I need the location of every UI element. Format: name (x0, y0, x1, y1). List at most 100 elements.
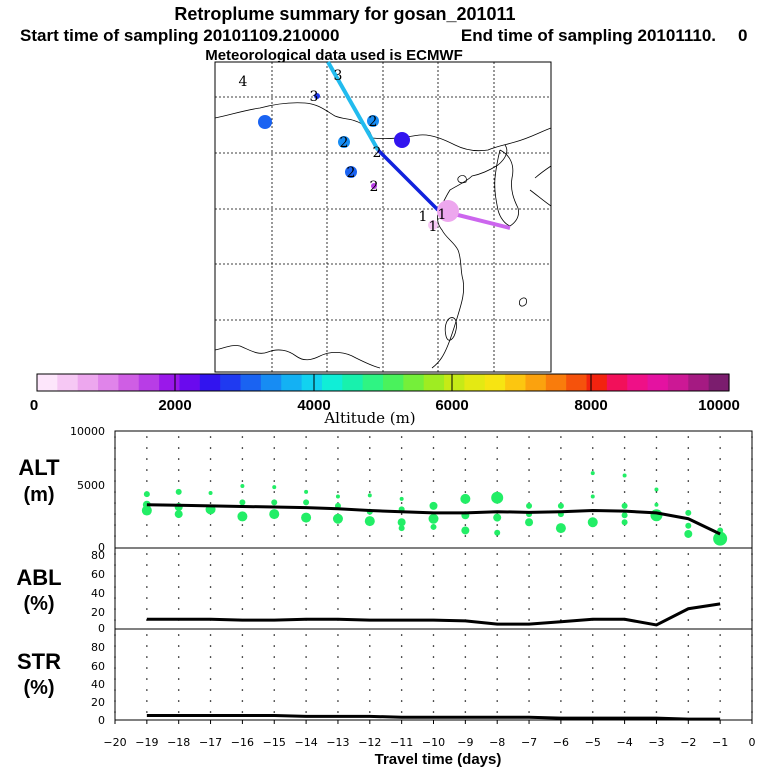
grid-dot (496, 711, 499, 713)
grid-dot (305, 586, 307, 588)
grid-dot (432, 447, 435, 449)
alt-point (271, 499, 278, 506)
grid-dot (177, 667, 180, 669)
x-tick-label: 0 (749, 736, 756, 749)
colorbar-swatch (423, 374, 445, 391)
grid-dot (591, 608, 594, 610)
grid-dot (177, 656, 180, 658)
grid-dot (591, 667, 594, 669)
alt-point (621, 502, 628, 509)
grid-dot (114, 586, 116, 588)
grid-dot (528, 700, 530, 702)
grid-dot (591, 564, 594, 566)
grid-dot (114, 597, 116, 599)
grid-dot (496, 480, 499, 482)
x-tick-label: −1 (712, 736, 728, 749)
grid-dot (305, 656, 307, 658)
grid-dot (273, 711, 276, 713)
grid-dot (432, 480, 435, 482)
marker-dot (345, 166, 357, 178)
grid-dot (241, 480, 244, 482)
grid-dot (464, 667, 467, 669)
grid-dot (560, 436, 562, 438)
grid-dot (209, 502, 212, 504)
grid-dot (114, 447, 116, 449)
grid-dot (623, 575, 626, 577)
grid-dot (432, 711, 435, 713)
grid-dot (496, 700, 499, 702)
grid-dot (432, 458, 435, 460)
grid-dot (591, 502, 594, 504)
x-axis-label: Travel time (days) (375, 751, 502, 768)
grid-dot (719, 524, 721, 526)
grid-dot (273, 575, 276, 577)
grid-dot (305, 553, 307, 555)
str-panel-label: STR (17, 649, 61, 674)
grid-dot (719, 513, 721, 515)
grid-dot (337, 586, 339, 588)
grid-dot (400, 678, 403, 680)
abl-panel-unit: (%) (23, 593, 54, 615)
map-markers (258, 93, 459, 230)
grid-dot (209, 469, 212, 471)
grid-dot (432, 700, 435, 702)
grid-dot (719, 667, 721, 669)
grid-dot (241, 564, 244, 566)
grid-dot (496, 597, 499, 599)
grid-dot (337, 667, 339, 669)
grid-dot (337, 700, 339, 702)
alt-point (622, 473, 627, 478)
grid-dot (209, 436, 212, 438)
grid-dot (591, 711, 594, 713)
grid-dot (751, 700, 753, 702)
grid-dot (560, 458, 562, 460)
grid-dot (209, 564, 212, 566)
grid-dot (177, 447, 180, 449)
marker-label: 2 (370, 179, 379, 195)
grid-dot (687, 469, 690, 471)
grid-dot (114, 436, 116, 438)
grid-dot (400, 564, 403, 566)
marker-dot (258, 115, 272, 129)
alt-point (237, 511, 248, 522)
grid-dot (305, 700, 307, 702)
grid-dot (369, 586, 371, 588)
grid-dot (432, 689, 435, 691)
grid-dot (400, 535, 403, 537)
colorbar-swatch (484, 374, 506, 391)
str-ytick: 60 (91, 660, 105, 673)
grid-dot (337, 564, 339, 566)
grid-dot (623, 608, 626, 610)
grid-dot (496, 634, 499, 636)
grid-dot (528, 553, 530, 555)
trajectory-segment-upper (326, 61, 380, 151)
grid-dot (369, 711, 371, 713)
grid-dot (369, 458, 371, 460)
grid-dot (146, 656, 148, 658)
grid-dot (464, 458, 467, 460)
grid-dot (496, 553, 499, 555)
colorbar-swatch (37, 374, 58, 391)
grid-dot (496, 608, 499, 610)
alt-mean-line (146, 503, 721, 536)
alt-point (493, 513, 502, 522)
abl-ytick: 40 (91, 587, 105, 600)
grid-dot (305, 469, 307, 471)
colorbar-swatch (98, 374, 120, 391)
x-tick-label: −13 (326, 736, 349, 749)
grid-dot (177, 689, 180, 691)
abl-ytick: 80 (91, 549, 105, 562)
grid-dot (623, 711, 626, 713)
grid-dot (591, 513, 594, 515)
grid-dot (560, 667, 562, 669)
x-tick-label: −12 (358, 736, 381, 749)
grid-dot (496, 436, 499, 438)
grid-dot (273, 436, 276, 438)
trajectory-segment-middle (376, 148, 440, 212)
grid-dot (687, 458, 690, 460)
grid-dot (273, 469, 276, 471)
grid-dot (591, 656, 594, 658)
grid-dot (719, 597, 721, 599)
grid-dot (591, 575, 594, 577)
grid-dot (751, 656, 753, 658)
